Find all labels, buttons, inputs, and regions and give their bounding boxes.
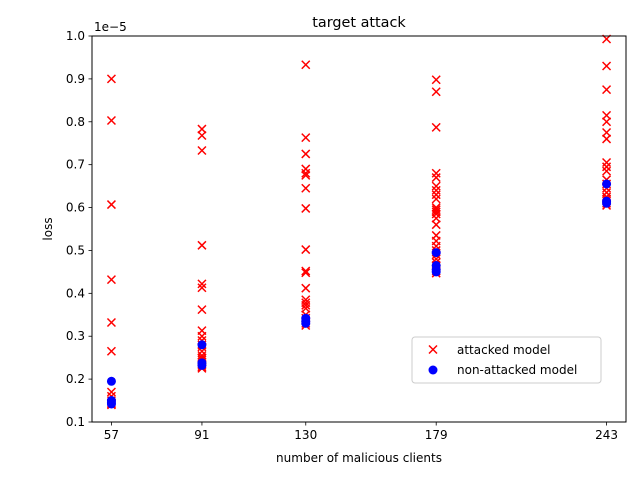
attacked-point (301, 303, 311, 313)
attacked-point (431, 75, 441, 85)
attacked-point (431, 194, 441, 204)
data-points (106, 34, 612, 410)
attacked-point (197, 279, 207, 289)
legend: attacked model non-attacked model (411, 336, 602, 384)
x-tick-label: 130 (294, 428, 317, 442)
non-attacked-point (106, 376, 116, 386)
attacked-point (301, 266, 311, 276)
attacked-point (301, 133, 311, 143)
y-tick-label: 0.1 (66, 415, 85, 429)
x-axis-label: number of malicious clients (276, 451, 442, 465)
attacked-point (431, 213, 441, 223)
non-attacked-point (301, 318, 311, 328)
attacked-point (301, 283, 311, 293)
y-tick-label: 0.5 (66, 243, 85, 257)
attacked-point (197, 130, 207, 141)
non-attacked-point (431, 248, 441, 258)
attacked-point (301, 300, 311, 310)
non-attacked-point (197, 360, 207, 370)
non-attacked-point (431, 267, 441, 277)
attacked-point (431, 254, 441, 264)
series-1 (106, 179, 612, 409)
attacked-point (301, 268, 311, 278)
legend-label-non-attacked: non-attacked model (457, 363, 577, 377)
attacked-point (106, 115, 116, 126)
attacked-point (301, 203, 311, 213)
attacked-point (106, 346, 116, 356)
attacked-point (431, 207, 441, 217)
y-axis-label: loss (41, 217, 55, 240)
attacked-point (197, 283, 207, 293)
y-tick-label: 1.0 (66, 29, 85, 43)
attacked-point (106, 200, 116, 210)
attacked-point (602, 61, 612, 71)
x-tick-label: 179 (425, 428, 448, 442)
y-tick-label: 0.4 (66, 286, 85, 300)
attacked-point (431, 173, 441, 183)
x-tick-label: 243 (595, 428, 618, 442)
non-attacked-point (602, 179, 612, 189)
y-tick-label: 0.3 (66, 329, 85, 343)
chart-title: target attack (312, 15, 406, 31)
non-attacked-point (106, 399, 116, 409)
legend-label-attacked: attacked model (457, 343, 550, 357)
attacked-point (301, 149, 311, 159)
y-tick-label: 0.9 (66, 72, 85, 86)
axis-ticks: 57 91 130 179 243 0.1 0.2 0.3 0.4 0.5 0.6 0.7 0.8 0.9… (66, 29, 618, 442)
attacked-point (431, 122, 441, 132)
attacked-point (106, 275, 116, 285)
attacked-point (431, 220, 441, 230)
legend-box (411, 336, 602, 384)
y-offset-label: 1e−5 (94, 20, 127, 34)
x-tick-label: 91 (194, 428, 209, 442)
y-tick-label: 0.7 (66, 158, 85, 172)
legend-marker-non-attacked (428, 365, 438, 375)
attacked-point (301, 168, 311, 178)
non-attacked-point (602, 198, 612, 208)
attacked-point (602, 127, 612, 138)
attacked-point (301, 60, 311, 70)
y-tick-label: 0.2 (66, 372, 85, 386)
attacked-point (197, 305, 207, 315)
attacked-point (197, 145, 207, 156)
attacked-point (602, 110, 612, 120)
attacked-point (602, 117, 612, 127)
y-tick-label: 0.6 (66, 201, 85, 215)
non-attacked-point (197, 340, 207, 350)
y-tick-label: 0.8 (66, 115, 85, 129)
attacked-point (301, 183, 311, 193)
attacked-point (197, 240, 207, 250)
attacked-point (106, 317, 116, 328)
attacked-point (602, 85, 612, 95)
attacked-point (431, 87, 441, 97)
attacked-point (602, 166, 612, 176)
attacked-point (106, 74, 116, 84)
attacked-point (602, 134, 612, 144)
attacked-point (301, 245, 311, 255)
attacked-point (197, 124, 207, 134)
plot-frame (91, 35, 627, 423)
legend-marker-attacked (428, 344, 438, 355)
x-tick-label: 57 (104, 428, 119, 442)
attacked-point (301, 170, 311, 180)
